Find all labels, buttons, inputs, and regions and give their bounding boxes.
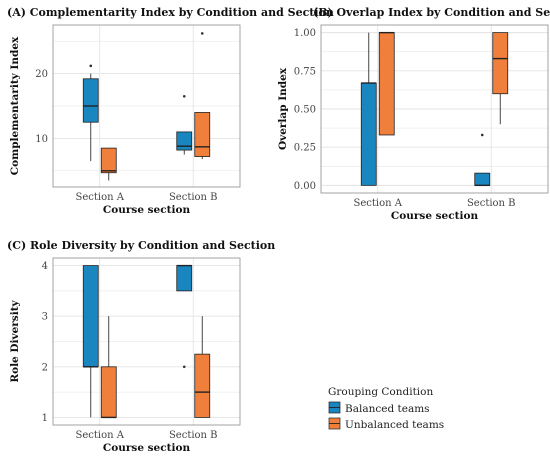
panel-b-ylabel: Overlap Index	[277, 67, 289, 150]
panel-a-title: (A) Complementarity Index by Condition a…	[7, 6, 334, 19]
panel-b-ytick-label: 0.50	[294, 105, 316, 116]
boxplot-a-balanced-section-a	[82, 64, 99, 162]
boxplot-c-balanced-section-b	[176, 264, 193, 369]
legend-label-balanced: Balanced teams	[345, 403, 430, 415]
box-body	[378, 32, 395, 136]
panel-c-frame	[52, 257, 241, 426]
panel-b-ytick-label: 0.25	[294, 143, 316, 154]
legend: Grouping Condition Balanced teams Unbala…	[328, 386, 444, 431]
panel-c-ytick-label: 2	[42, 362, 48, 373]
box-outlier-point	[89, 64, 93, 68]
panel-a: (A) Complementarity Index by Condition a…	[7, 6, 334, 216]
panel-b-ytick-label: 0.75	[294, 66, 316, 77]
boxplot-a-balanced-section-b	[176, 94, 193, 155]
box-body	[474, 172, 491, 186]
panel-c-xlabel: Course section	[103, 442, 191, 454]
panel-c-ylabel: Role Diversity	[9, 299, 21, 382]
box-body	[82, 265, 99, 368]
boxplot-c-balanced-section-a	[82, 265, 99, 418]
panel-a-xlabel: Course section	[103, 204, 191, 216]
boxplot-b-unbalanced-section-a	[378, 31, 395, 136]
panel-c-ytick-label: 3	[42, 312, 48, 323]
box-body	[100, 366, 117, 418]
boxplot-c-unbalanced-section-b	[194, 316, 211, 418]
panel-b-xtick-label: Section B	[467, 198, 516, 209]
panel-a-ytick-label: 20	[35, 69, 48, 80]
panel-c-ytick-label: 4	[42, 261, 48, 272]
panel-b-title: (B) Overlap Index by Condition and Secti…	[313, 6, 550, 19]
panel-b-xtick-label: Section A	[354, 198, 403, 209]
panel-a-ytick-label: 10	[35, 134, 48, 145]
panel-c: (C) Role Diversity by Condition and Sect…	[7, 239, 275, 454]
panel-c-xtick-label: Section A	[76, 430, 125, 441]
box-outlier-point	[200, 32, 204, 35]
box-body	[360, 82, 377, 186]
box-body	[492, 32, 509, 95]
panel-b-xlabel: Course section	[391, 210, 479, 222]
legend-title: Grouping Condition	[328, 386, 433, 398]
panel-a-ylabel: Complementarity Index	[9, 36, 21, 175]
panel-b-frame	[320, 24, 549, 194]
boxplot-b-balanced-section-b	[474, 133, 491, 187]
panel-b: (B) Overlap Index by Condition and Secti…	[277, 6, 550, 222]
legend-label-unbalanced: Unbalanced teams	[345, 419, 444, 431]
box-body	[194, 112, 211, 157]
panel-a-frame	[52, 24, 241, 188]
panel-c-xtick-label: Section B	[169, 430, 218, 441]
boxplot-b-unbalanced-section-b	[492, 32, 509, 125]
boxplot-b-balanced-section-a	[360, 32, 377, 186]
box-body	[194, 353, 211, 418]
panel-b-ytick-label: 1.00	[294, 28, 316, 39]
box-body	[176, 131, 193, 151]
panel-c-ytick-label: 1	[42, 413, 48, 424]
panel-b-ytick-label: 0.00	[294, 181, 316, 192]
panel-a-xtick-label: Section B	[169, 192, 218, 203]
boxplot-a-unbalanced-section-a	[100, 147, 117, 181]
boxplot-a-unbalanced-section-b	[194, 32, 211, 160]
box-body	[82, 78, 99, 123]
box-body	[176, 265, 193, 292]
panel-c-title: (C) Role Diversity by Condition and Sect…	[7, 239, 275, 252]
box-outlier-point	[182, 365, 186, 369]
box-outlier-point	[182, 94, 186, 98]
panel-a-xtick-label: Section A	[76, 192, 125, 203]
box-outlier-point	[480, 133, 484, 137]
boxplot-c-unbalanced-section-a	[100, 316, 117, 419]
box-body	[100, 147, 117, 174]
